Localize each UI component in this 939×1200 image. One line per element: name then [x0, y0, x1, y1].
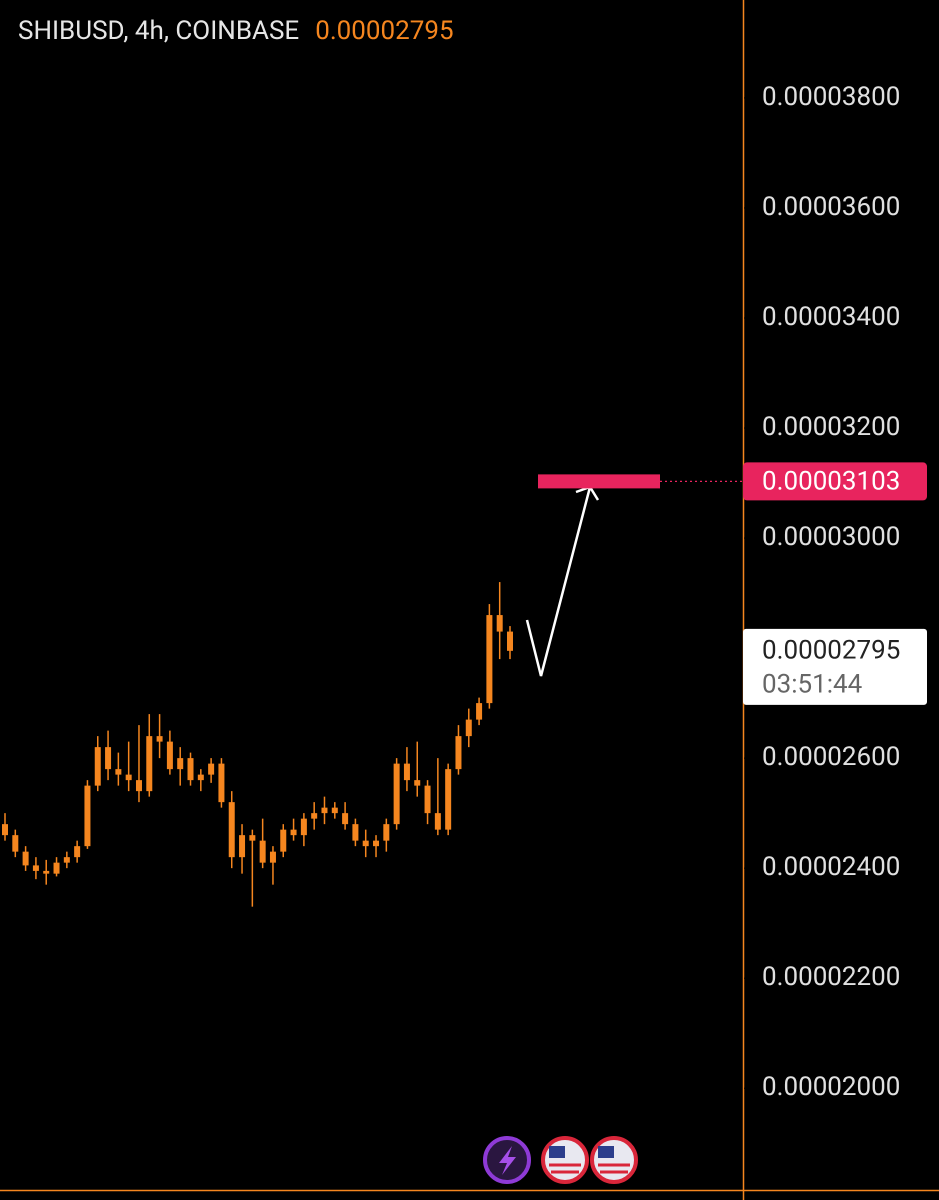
candle-body — [352, 824, 359, 841]
candle-body — [249, 835, 256, 841]
last-price-box — [743, 628, 927, 705]
candle-body — [321, 807, 328, 814]
candle-body — [166, 741, 173, 770]
candle-body — [424, 785, 431, 814]
candle-body — [507, 631, 513, 651]
candle-body — [434, 813, 441, 830]
y-tick-label: 0.00002200 — [762, 962, 900, 992]
candle-body — [269, 851, 276, 863]
candle-body — [393, 763, 400, 825]
candle-body — [218, 763, 225, 803]
candle-body — [43, 870, 50, 874]
candle-body — [280, 829, 287, 852]
header-price: 0.00002795 — [315, 16, 453, 46]
countdown-label: 03:51:44 — [762, 670, 863, 700]
y-tick-label: 0.00003200 — [762, 412, 900, 442]
candle-body — [259, 840, 266, 863]
candle-body — [476, 703, 483, 720]
y-tick-label: 0.00003400 — [762, 302, 900, 332]
candle-body — [486, 615, 493, 704]
candle-body — [156, 736, 163, 742]
y-tick-label: 0.00003800 — [762, 82, 900, 112]
candle-body — [445, 769, 452, 830]
last-price-label: 0.00002795 — [762, 636, 900, 666]
us-flag-icon[interactable] — [541, 1136, 589, 1184]
candle-body — [2, 824, 8, 836]
candle-body — [342, 813, 349, 825]
target-price-label: 0.00003103 — [762, 466, 900, 496]
candle-body — [125, 774, 132, 781]
lightning-glyph — [499, 1146, 516, 1175]
candle-body — [135, 780, 142, 792]
y-tick-label: 0.00002000 — [762, 1072, 900, 1102]
candle-body — [115, 769, 122, 775]
candle-body — [496, 615, 503, 632]
candle-body — [22, 851, 29, 866]
flag-canton — [598, 1146, 614, 1158]
y-tick-label: 0.00002400 — [762, 852, 900, 882]
candle-body — [373, 840, 380, 847]
candle-body — [239, 835, 246, 858]
flag-canton — [549, 1146, 565, 1158]
header: SHIBUSD, 4h, COINBASE 0.00002795 — [18, 16, 454, 46]
candle-body — [53, 862, 60, 874]
y-tick-label: 0.00002600 — [762, 742, 900, 772]
y-tick-label: 0.00003000 — [762, 522, 900, 552]
target-zone — [538, 474, 660, 489]
candle-body — [177, 758, 184, 770]
candle-body — [12, 835, 19, 852]
us-flag-icon[interactable] — [590, 1136, 638, 1184]
y-tick-label: 0.00003600 — [762, 192, 900, 222]
candle-body — [74, 846, 81, 858]
candle-body — [465, 719, 472, 737]
candle-body — [228, 802, 235, 858]
candle-body — [331, 807, 338, 814]
toolbar-icons — [483, 1136, 638, 1184]
candle-body — [105, 747, 112, 770]
candle-body — [84, 785, 91, 847]
candle-body — [187, 758, 194, 781]
candle-body — [208, 763, 215, 775]
candle-body — [32, 865, 39, 871]
candle-body — [403, 763, 410, 781]
candle-body — [290, 829, 297, 836]
target-price-box — [743, 462, 927, 501]
chart-title: SHIBUSD, 4h, COINBASE — [18, 16, 299, 46]
candle-body — [455, 736, 462, 770]
plot — [2, 582, 513, 907]
candle-body — [63, 857, 70, 863]
candle-body — [311, 813, 318, 819]
candle-body — [300, 818, 307, 836]
arrow — [525, 486, 592, 677]
candle-body — [146, 736, 153, 792]
candle-body — [383, 824, 390, 841]
candle-body — [362, 840, 369, 847]
candle-body — [414, 780, 421, 786]
candle-body — [94, 747, 101, 786]
candle-body — [197, 774, 204, 781]
